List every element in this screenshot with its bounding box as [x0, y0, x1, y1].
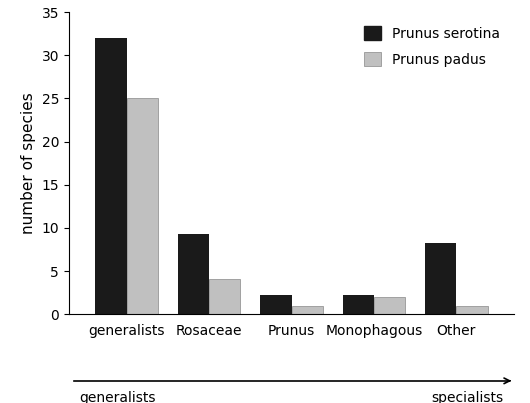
Text: generalists: generalists — [80, 391, 156, 403]
Bar — [209, 279, 241, 314]
Bar — [425, 243, 456, 314]
Bar — [456, 306, 488, 314]
Bar — [374, 297, 405, 314]
Bar — [260, 295, 292, 314]
Legend: Prunus serotina, Prunus padus: Prunus serotina, Prunus padus — [358, 19, 507, 74]
Bar — [95, 38, 127, 314]
Bar — [178, 234, 209, 314]
Text: specialists: specialists — [431, 391, 503, 403]
Y-axis label: number of species: number of species — [21, 92, 36, 234]
Bar — [127, 98, 158, 314]
Bar — [342, 295, 374, 314]
Bar — [292, 306, 323, 314]
